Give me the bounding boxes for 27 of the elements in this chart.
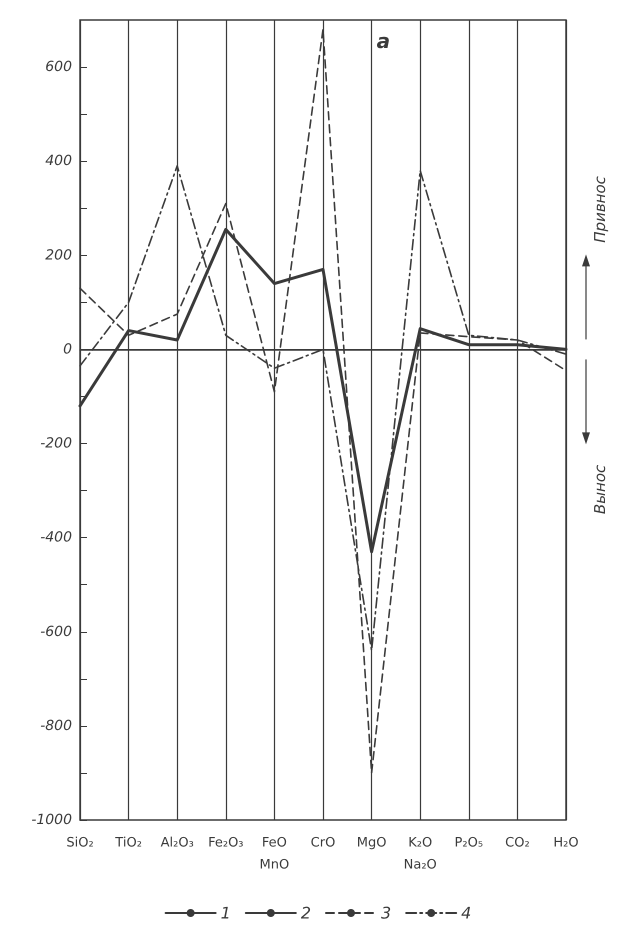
x-tick-label: MgO: [356, 836, 386, 850]
y-tick-label: 200: [45, 247, 72, 264]
text: Привнос: [591, 175, 609, 243]
text: Вынос: [591, 464, 609, 514]
x-tick-label: P₂O₅: [454, 836, 484, 850]
y-tick-label: -600: [40, 624, 72, 640]
x-tick-label: Al₂O₃: [160, 836, 194, 850]
y-tick-label: -1000: [31, 812, 72, 828]
y-tick-label: -800: [40, 718, 72, 734]
legend-label: 3: [381, 904, 392, 922]
y-tick-label: -200: [40, 436, 72, 452]
x-tick-label: CO₂: [505, 836, 530, 850]
x-tick-label: SiO₂: [66, 836, 94, 850]
x-tick-label: FeO MnO: [260, 836, 290, 872]
x-tick-label: H₂O: [553, 836, 579, 850]
x-tick-label: Fe₂O₃: [208, 836, 244, 850]
legend-label: 4: [461, 904, 472, 922]
legend-label: 2: [300, 904, 312, 922]
y-tick-label: 600: [45, 59, 72, 76]
x-tick-label: K₂O Na₂O: [404, 836, 437, 872]
x-tick-label: TiO₂: [114, 836, 142, 850]
text: a: [376, 29, 390, 53]
y-tick-label: -400: [40, 530, 72, 546]
legend-label: 1: [220, 904, 231, 922]
x-tick-label: CrO: [310, 836, 336, 850]
y-tick-label: 0: [63, 341, 72, 358]
y-tick-label: 400: [45, 153, 72, 170]
